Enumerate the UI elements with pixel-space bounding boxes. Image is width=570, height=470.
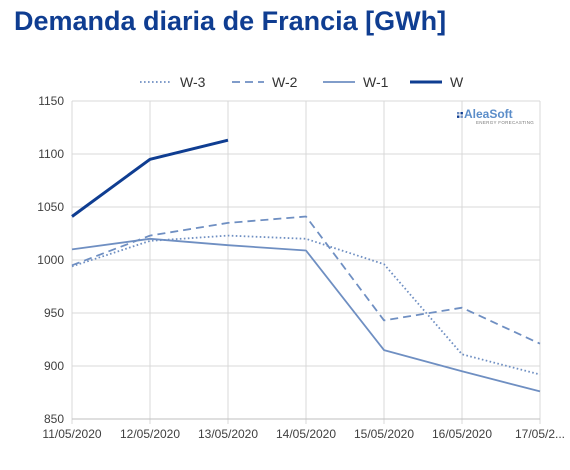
x-tick-label: 13/05/2020 bbox=[198, 427, 258, 441]
logo-tagline: ENERGY FORECASTING bbox=[476, 120, 534, 125]
x-tick-label: 15/05/2020 bbox=[354, 427, 414, 441]
series-line-w bbox=[71, 138, 229, 218]
logo-dot bbox=[457, 115, 460, 118]
legend: W-3 W-2 W-1 W bbox=[140, 74, 464, 90]
logo-dot bbox=[460, 112, 463, 115]
series-lines bbox=[71, 138, 541, 393]
aleasoft-logo: AleaSoft ENERGY FORECASTING bbox=[457, 107, 534, 125]
y-tick-label: 1000 bbox=[37, 253, 64, 267]
y-tick-label: 900 bbox=[44, 359, 64, 373]
chart-title: Demanda diaria de Francia [GWh] bbox=[14, 6, 447, 36]
legend-label-w-2: W-2 bbox=[272, 74, 298, 90]
y-tick-label: 1050 bbox=[37, 200, 64, 214]
x-tick-label: 12/05/2020 bbox=[120, 427, 180, 441]
series-line-w-2 bbox=[71, 215, 541, 345]
y-tick-label: 950 bbox=[44, 306, 64, 320]
x-tick-label: 14/05/2020 bbox=[276, 427, 336, 441]
x-tick-label: 17/05/2... bbox=[515, 427, 565, 441]
gridlines bbox=[71, 100, 541, 424]
logo-dot bbox=[457, 112, 460, 115]
x-tick-label: 16/05/2020 bbox=[432, 427, 492, 441]
legend-label-w-1: W-1 bbox=[363, 74, 389, 90]
series-line-w-1 bbox=[71, 237, 541, 393]
legend-label-w-3: W-3 bbox=[180, 74, 206, 90]
axes: 850 900 950 1000 1050 1100 1150 11/05/2020 12/05… bbox=[37, 94, 565, 441]
x-tick-label: 11/05/2020 bbox=[42, 427, 101, 441]
legend-label-w: W bbox=[450, 74, 464, 90]
logo-dot bbox=[460, 115, 463, 118]
y-tick-label: 850 bbox=[44, 412, 64, 426]
logo-name: AleaSoft bbox=[464, 107, 513, 121]
y-tick-label: 1100 bbox=[38, 147, 64, 161]
y-tick-label: 1150 bbox=[38, 94, 64, 108]
